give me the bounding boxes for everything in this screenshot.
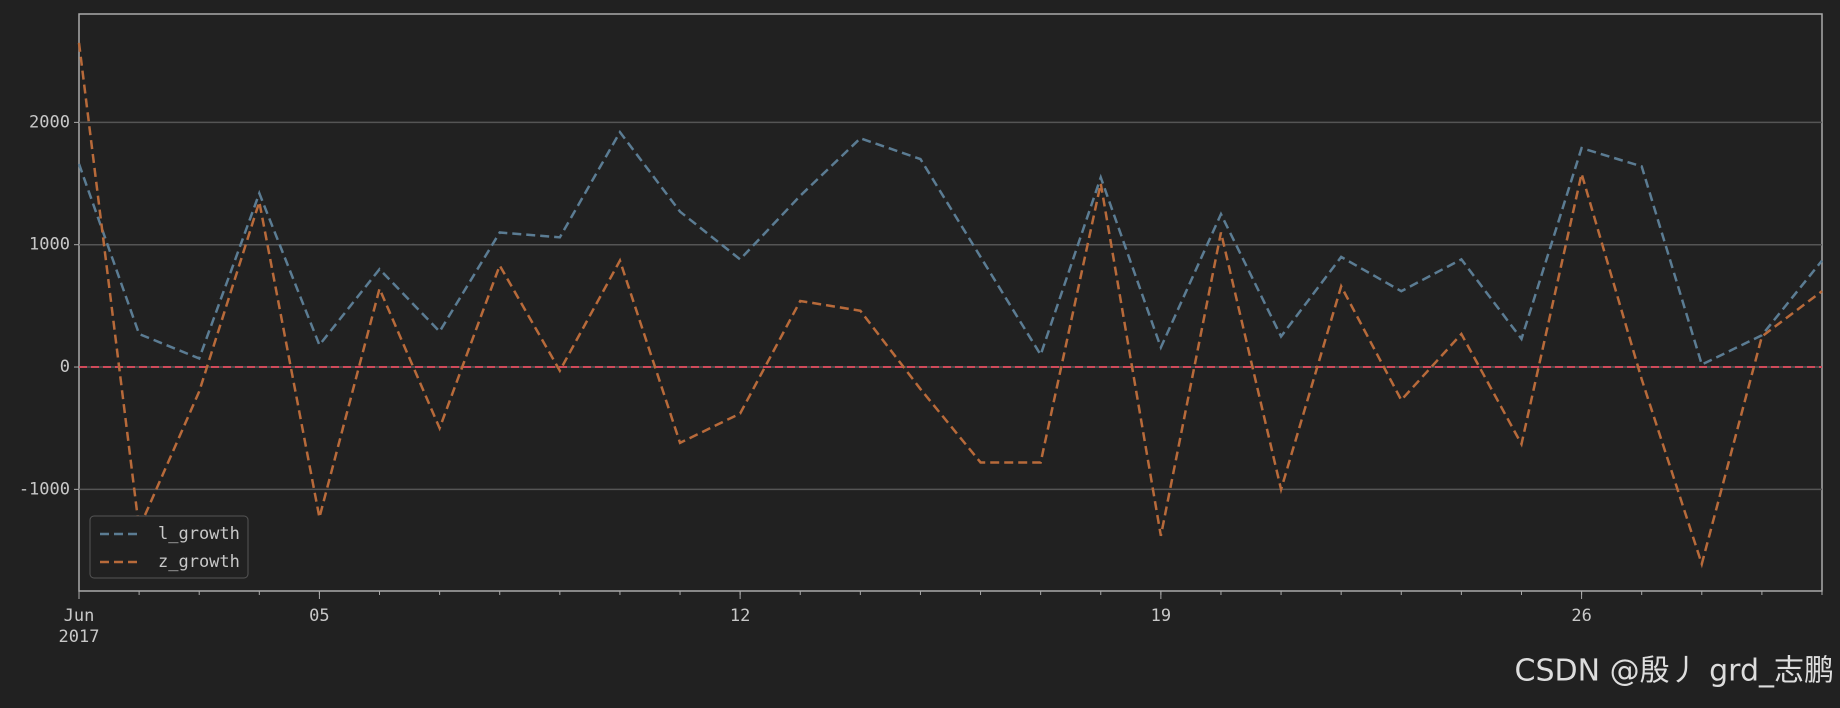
legend-label: z_growth (158, 552, 240, 572)
y-tick-label: -1000 (19, 479, 70, 499)
watermark: CSDN @殷丿 grd_志鹏 (1515, 654, 1835, 689)
x-tick-label: Jun 2017 (58, 606, 100, 647)
line (77, 129, 1823, 367)
x-tick-label: 19 (1150, 606, 1172, 626)
x-tick-label: 26 (1571, 606, 1592, 626)
x-tick-label: 05 (309, 606, 330, 626)
y-tick-label: 0 (60, 357, 70, 377)
x-tick-label: 12 (729, 606, 751, 626)
plot-area (78, 13, 1823, 592)
y-tick-label: 2000 (29, 112, 70, 132)
line (77, 42, 1823, 569)
legend-label: l_growth (158, 524, 240, 544)
y-tick-label: 1000 (29, 235, 70, 255)
